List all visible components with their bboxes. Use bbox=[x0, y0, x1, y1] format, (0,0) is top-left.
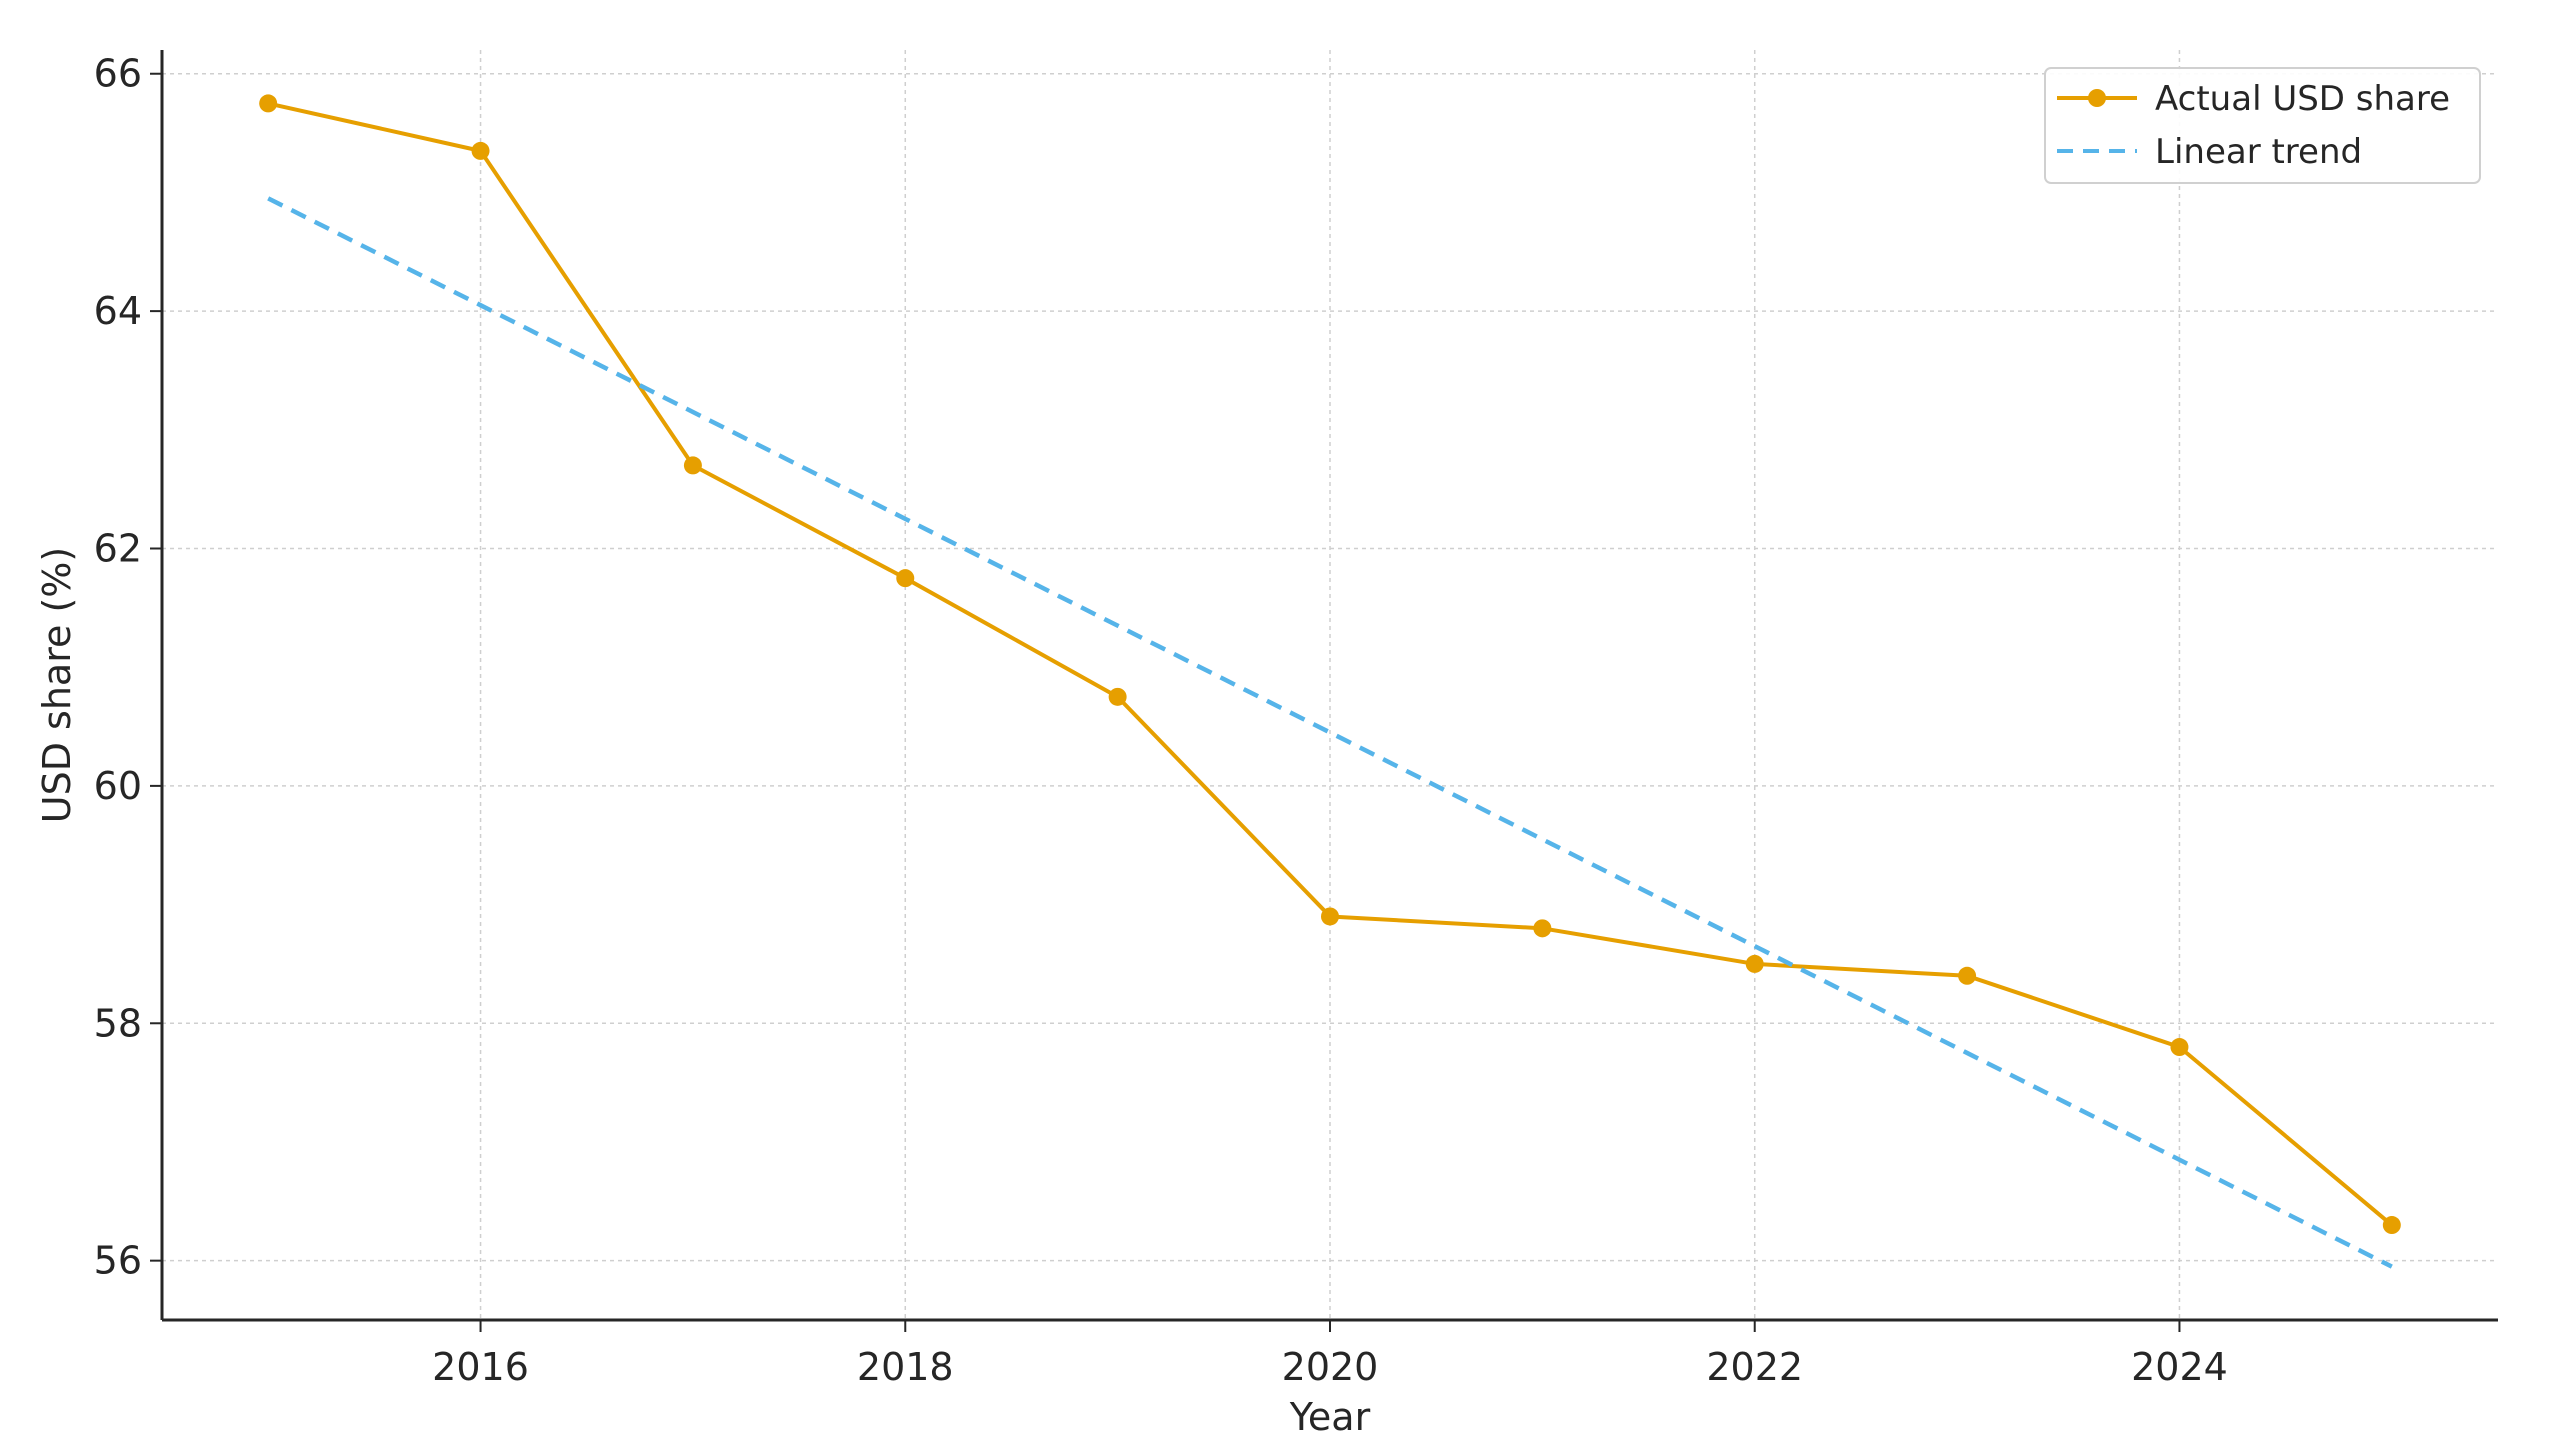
y-tick-label: 60 bbox=[94, 764, 142, 808]
legend-box bbox=[2044, 67, 2481, 184]
x-tick-label: 2020 bbox=[1282, 1345, 1379, 1389]
y-axis-title: USD share (%) bbox=[35, 547, 79, 823]
data-point bbox=[1533, 919, 1552, 938]
data-point bbox=[1321, 907, 1339, 926]
legend: Actual USD share Linear trend bbox=[2044, 67, 2481, 184]
y-tick-label: 58 bbox=[94, 1001, 142, 1045]
y-axis-ticks: 56 58 60 62 64 66 bbox=[94, 52, 162, 1283]
data-point bbox=[2382, 1216, 2401, 1235]
y-tick-label: 56 bbox=[94, 1239, 142, 1283]
x-tick-label: 2018 bbox=[857, 1345, 954, 1389]
y-tick-label: 62 bbox=[94, 527, 142, 571]
data-point bbox=[471, 141, 490, 160]
data-point bbox=[1108, 687, 1127, 706]
y-tick-label: 66 bbox=[94, 52, 142, 96]
data-point bbox=[259, 94, 278, 113]
data-point bbox=[683, 456, 702, 475]
legend-label: Linear trend bbox=[2155, 132, 2362, 172]
data-series bbox=[259, 94, 2401, 1269]
data-point bbox=[1745, 954, 1764, 973]
x-axis-title: Year bbox=[1289, 1395, 1371, 1439]
x-tick-label: 2016 bbox=[432, 1345, 529, 1389]
legend-marker bbox=[2088, 89, 2106, 107]
data-point bbox=[896, 569, 915, 588]
x-tick-label: 2022 bbox=[1706, 1345, 1803, 1389]
x-axis-ticks: 2016 2018 2020 2022 2024 bbox=[432, 1320, 2228, 1389]
x-tick-label: 2024 bbox=[2131, 1345, 2228, 1389]
trend-line bbox=[267, 196, 2393, 1269]
data-point bbox=[1958, 966, 1977, 985]
data-point bbox=[2170, 1038, 2189, 1057]
legend-label: Actual USD share bbox=[2155, 79, 2450, 119]
y-tick-label: 64 bbox=[94, 289, 142, 333]
